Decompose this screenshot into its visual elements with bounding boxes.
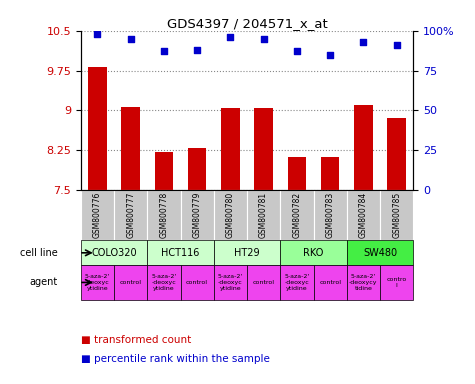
Text: GSM800784: GSM800784 [359,192,368,238]
Bar [380,190,413,240]
Bar [380,265,413,300]
Text: 5-aza-2'
-deoxyc
ytidine: 5-aza-2' -deoxyc ytidine [218,274,243,291]
Bar [247,265,280,300]
Text: 5-aza-2'
-deoxyc
ytidine: 5-aza-2' -deoxyc ytidine [151,274,177,291]
Bar [147,265,180,300]
Bar [347,265,380,300]
Point [360,39,367,45]
Text: GSM800781: GSM800781 [259,192,268,238]
Bar [81,240,147,265]
Text: 5-aza-2'
-deoxyc
ytidine: 5-aza-2' -deoxyc ytidine [284,274,310,291]
Bar [81,190,114,240]
Bar [81,265,114,300]
Bar [280,190,314,240]
Point [193,47,201,53]
Text: GSM800776: GSM800776 [93,192,102,238]
Bar [214,265,247,300]
Point [127,36,134,42]
Text: control: control [120,280,142,285]
Bar [347,190,380,240]
Text: control: control [186,280,208,285]
Text: HCT116: HCT116 [162,248,199,258]
Bar [347,240,413,265]
Point [393,42,400,48]
Text: contro
l: contro l [387,277,407,288]
Bar [147,190,180,240]
Text: 5-aza-2'
-deoxyc
ytidine: 5-aza-2' -deoxyc ytidine [85,274,110,291]
Bar [180,190,214,240]
Bar [214,190,247,240]
Bar [214,240,280,265]
Text: GSM800777: GSM800777 [126,192,135,238]
Title: GDS4397 / 204571_x_at: GDS4397 / 204571_x_at [167,17,327,30]
Text: 5-aza-2'
-deoxycy
tidine: 5-aza-2' -deoxycy tidine [349,274,378,291]
Text: GSM800783: GSM800783 [326,192,334,238]
Text: GSM800779: GSM800779 [193,192,201,238]
Bar [114,190,147,240]
Text: control: control [319,280,341,285]
Bar [88,67,106,190]
Bar [180,265,214,300]
Point [260,36,267,42]
Bar [122,107,140,190]
Bar [155,152,173,190]
Bar [388,118,406,190]
Text: ■ percentile rank within the sample: ■ percentile rank within the sample [81,354,270,364]
Text: HT29: HT29 [234,248,260,258]
Bar [280,240,347,265]
Text: GSM800778: GSM800778 [160,192,168,238]
Point [227,34,234,40]
Bar [280,265,314,300]
Text: RKO: RKO [304,248,323,258]
Point [160,48,168,55]
Bar [314,190,347,240]
Point [94,31,101,37]
Bar [247,190,280,240]
Text: GSM800780: GSM800780 [226,192,235,238]
Text: COLO320: COLO320 [91,248,137,258]
Bar [188,148,206,190]
Point [293,48,301,55]
Text: SW480: SW480 [363,248,397,258]
Bar [288,157,306,190]
Bar [221,108,239,190]
Text: GSM800782: GSM800782 [293,192,301,238]
Text: GSM800785: GSM800785 [392,192,401,238]
Text: agent: agent [29,277,57,288]
Bar [255,108,273,190]
Bar [321,157,339,190]
Text: control: control [253,280,275,285]
Bar [147,240,214,265]
Point [326,51,334,58]
Bar [114,265,147,300]
Text: ■ transformed count: ■ transformed count [81,335,191,345]
Text: cell line: cell line [20,248,57,258]
Bar [314,265,347,300]
Bar [354,105,372,190]
